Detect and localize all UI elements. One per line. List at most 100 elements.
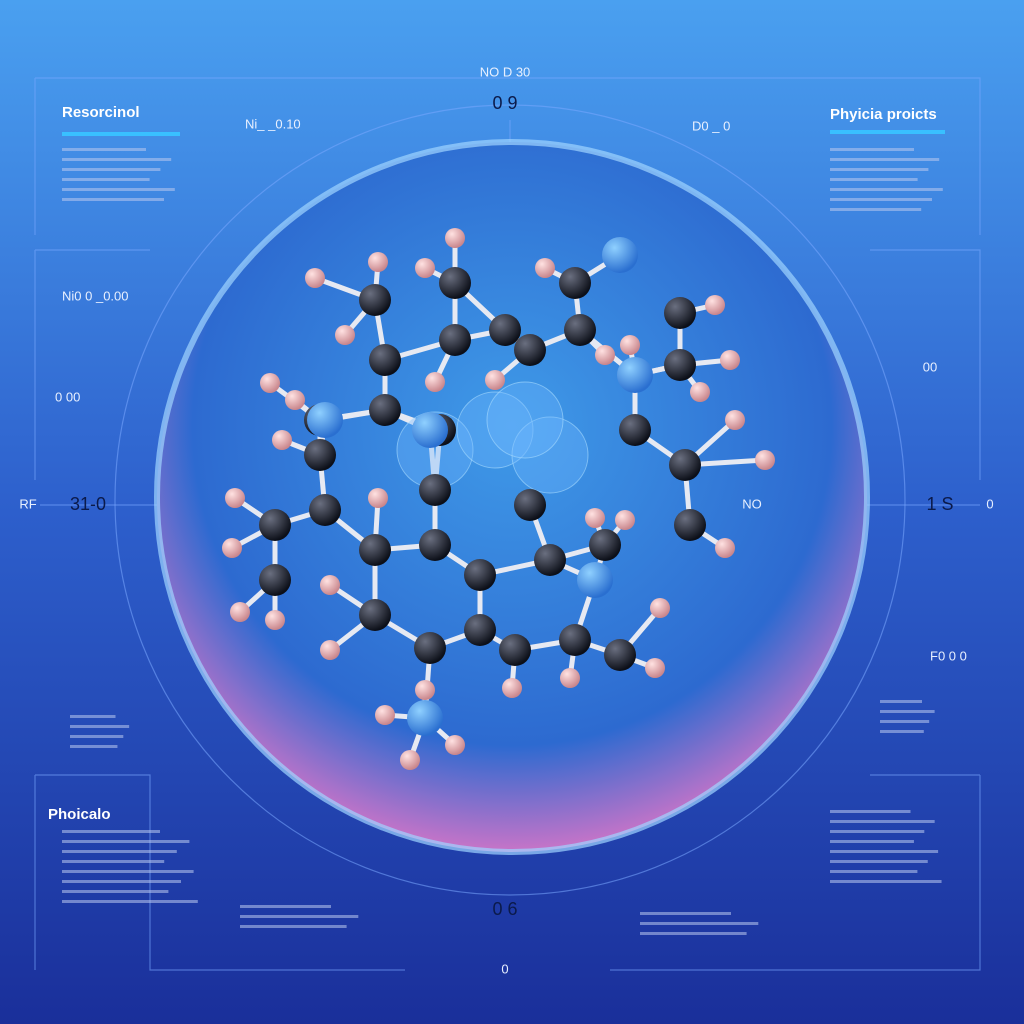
text-line	[880, 710, 935, 713]
hydrogen-atom	[720, 350, 740, 370]
hydrogen-atom	[690, 382, 710, 402]
hydrogen-atom	[320, 640, 340, 660]
text-line	[62, 830, 160, 833]
text-line	[62, 870, 194, 873]
readout: Ni0 0 _0.00	[62, 288, 129, 303]
panel-title: Resorcinol	[62, 104, 140, 121]
carbon-atom	[499, 634, 531, 666]
text-line	[830, 158, 940, 161]
text-blocks	[62, 130, 945, 935]
text-line	[830, 840, 914, 843]
ring-orb	[456, 391, 534, 469]
carbon-atom	[559, 624, 591, 656]
readout: NO D 30	[480, 64, 531, 79]
carbon-atom	[309, 494, 341, 526]
text-line	[62, 148, 146, 151]
readout: 0 00	[55, 389, 80, 404]
readout: 0	[986, 496, 993, 511]
text-line	[830, 208, 922, 211]
readout: D0 _ 0	[692, 118, 730, 133]
text-line	[240, 905, 331, 908]
outer-ring	[114, 104, 906, 896]
hydrogen-atom	[425, 372, 445, 392]
text-line	[240, 915, 359, 918]
readout: 0 6	[492, 899, 517, 919]
title-underline	[830, 130, 945, 134]
readout: 1 S	[926, 494, 953, 514]
text-line	[880, 700, 922, 703]
hydrogen-atom	[502, 678, 522, 698]
ring-orb	[486, 381, 564, 459]
hydrogen-atom	[375, 705, 395, 725]
text-line	[70, 745, 118, 748]
carbon-atom	[359, 599, 391, 631]
text-line	[640, 922, 759, 925]
text-line	[830, 830, 925, 833]
readout: 31-0	[70, 494, 106, 514]
carbon-atom	[419, 529, 451, 561]
ring-orb	[511, 416, 589, 494]
hydrogen-atom	[595, 345, 615, 365]
text-line	[62, 900, 198, 903]
hydrogen-atom	[725, 410, 745, 430]
oxygen-atom	[407, 700, 443, 736]
carbon-atom	[664, 349, 696, 381]
oxygen-atom	[412, 412, 448, 448]
hydrogen-atom	[715, 538, 735, 558]
hydrogen-atom	[650, 598, 670, 618]
text-line	[62, 890, 169, 893]
hydrogen-atom	[400, 750, 420, 770]
carbon-atom	[464, 614, 496, 646]
text-line	[62, 880, 181, 883]
carbon-atom	[369, 394, 401, 426]
carbon-atom	[259, 509, 291, 541]
text-line	[830, 850, 939, 853]
carbon-atom	[514, 334, 546, 366]
text-line	[830, 198, 932, 201]
text-line	[830, 148, 914, 151]
carbon-atom	[419, 474, 451, 506]
readout: 00	[923, 359, 937, 374]
readout: RF	[19, 496, 36, 511]
text-line	[830, 880, 942, 883]
hydrogen-atom	[755, 450, 775, 470]
text-line	[62, 178, 150, 181]
oxygen-atom	[307, 402, 343, 438]
readout: Ni_ _0.10	[245, 116, 301, 131]
readout: F0 0 0	[930, 648, 967, 663]
hydrogen-atom	[705, 295, 725, 315]
hydrogen-atom	[560, 668, 580, 688]
carbon-atom	[564, 314, 596, 346]
carbon-atom	[664, 297, 696, 329]
panel-title: Phyicia proicts	[830, 106, 937, 123]
carbon-atom	[534, 544, 566, 576]
text-line	[640, 912, 731, 915]
carbon-atom	[489, 314, 521, 346]
hydrogen-atom	[445, 228, 465, 248]
panel-title: Phoicalo	[48, 806, 111, 823]
oxygen-atom	[577, 562, 613, 598]
hydrogen-atom	[368, 252, 388, 272]
carbon-atom	[604, 639, 636, 671]
text-line	[62, 158, 172, 161]
text-line	[830, 178, 918, 181]
carbon-atom	[559, 267, 591, 299]
carbon-atom	[589, 529, 621, 561]
carbon-atom	[359, 534, 391, 566]
readout: 0	[501, 961, 508, 976]
carbon-atom	[674, 509, 706, 541]
hydrogen-atom	[645, 658, 665, 678]
text-line	[70, 715, 116, 718]
oxygen-atom	[617, 357, 653, 393]
carbon-atom	[669, 449, 701, 481]
side-frame	[34, 249, 981, 480]
carbon-atom	[439, 267, 471, 299]
hydrogen-atom	[615, 510, 635, 530]
text-line	[62, 850, 177, 853]
text-line	[62, 168, 161, 171]
hydrogen-atom	[335, 325, 355, 345]
hydrogen-atom	[305, 268, 325, 288]
carbon-atom	[414, 632, 446, 664]
hydrogen-atom	[415, 258, 435, 278]
